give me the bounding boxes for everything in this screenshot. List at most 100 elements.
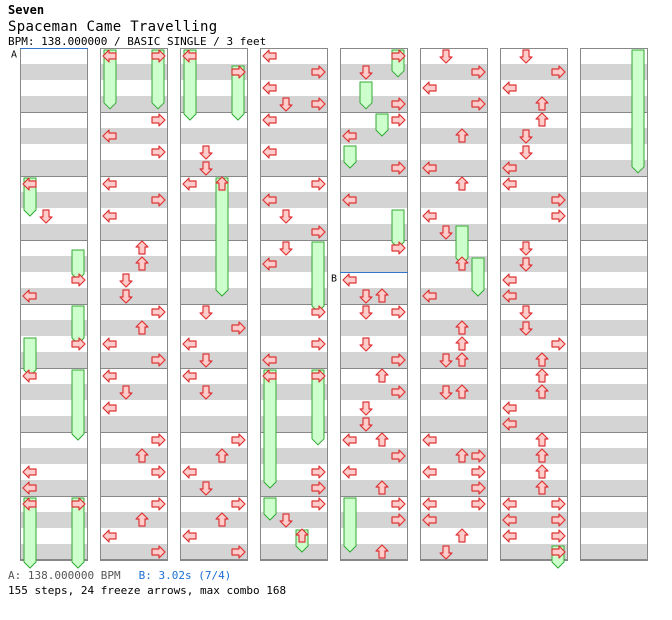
legend-b: B: 3.02s (7/4) bbox=[138, 569, 232, 582]
step-arrow-up bbox=[455, 128, 469, 143]
stripe bbox=[100, 64, 168, 80]
stripe bbox=[20, 448, 88, 464]
stripe bbox=[580, 64, 648, 80]
step-arrow-up bbox=[535, 464, 549, 479]
step-arrow-right bbox=[391, 513, 406, 527]
step-arrow-left bbox=[262, 113, 277, 127]
step-arrow-down bbox=[359, 417, 373, 432]
step-arrow-left bbox=[502, 529, 517, 543]
freeze-arrow bbox=[343, 497, 357, 553]
step-arrow-down bbox=[279, 97, 293, 112]
stripe bbox=[580, 160, 648, 176]
step-arrow-up bbox=[215, 176, 229, 191]
step-arrow-left bbox=[342, 273, 357, 287]
stripe bbox=[580, 448, 648, 464]
step-arrow-up bbox=[455, 352, 469, 367]
step-arrow-down bbox=[199, 481, 213, 496]
step-arrow-up bbox=[375, 544, 389, 559]
stripe bbox=[500, 416, 568, 432]
freeze-arrow bbox=[215, 177, 229, 297]
step-arrow-left bbox=[422, 289, 437, 303]
stripe bbox=[580, 416, 648, 432]
step-arrow-right bbox=[391, 497, 406, 511]
step-arrow-right bbox=[311, 369, 326, 383]
step-arrow-up bbox=[455, 528, 469, 543]
step-arrow-up bbox=[535, 448, 549, 463]
freeze-arrow bbox=[375, 113, 389, 137]
stripe bbox=[580, 512, 648, 528]
step-arrow-right bbox=[231, 497, 246, 511]
column-border bbox=[420, 48, 488, 560]
stripe bbox=[500, 288, 568, 304]
stripe bbox=[100, 128, 168, 144]
step-arrow-right bbox=[151, 353, 166, 367]
freeze-arrow bbox=[311, 241, 325, 313]
step-arrow-up bbox=[455, 320, 469, 335]
step-arrow-right bbox=[151, 433, 166, 447]
step-arrow-right bbox=[151, 193, 166, 207]
stripe bbox=[100, 288, 168, 304]
step-arrow-up bbox=[135, 512, 149, 527]
step-arrow-left bbox=[342, 465, 357, 479]
chart-column bbox=[420, 48, 488, 561]
column-border bbox=[180, 48, 248, 560]
chart-info: BPM: 138.000000 / BASIC SINGLE / 3 feet bbox=[8, 35, 267, 48]
step-arrow-up bbox=[375, 288, 389, 303]
stripe bbox=[500, 160, 568, 176]
stripe bbox=[260, 160, 328, 176]
step-arrow-down bbox=[119, 385, 133, 400]
step-arrow-left bbox=[182, 465, 197, 479]
stripe bbox=[340, 160, 408, 176]
step-arrow-down bbox=[199, 305, 213, 320]
step-arrow-right bbox=[151, 497, 166, 511]
stripe bbox=[100, 544, 168, 560]
step-arrow-left bbox=[22, 369, 37, 383]
stripe bbox=[420, 544, 488, 560]
step-arrow-right bbox=[551, 65, 566, 79]
stripe bbox=[500, 448, 568, 464]
step-arrow-right bbox=[311, 305, 326, 319]
step-arrow-up bbox=[535, 96, 549, 111]
chart-column bbox=[100, 48, 168, 561]
stripe bbox=[420, 384, 488, 400]
step-arrow-left bbox=[422, 513, 437, 527]
stripe bbox=[340, 192, 408, 208]
step-arrow-right bbox=[151, 49, 166, 63]
step-arrow-down bbox=[519, 129, 533, 144]
step-arrow-right bbox=[391, 49, 406, 63]
stripe bbox=[20, 256, 88, 272]
stripe bbox=[420, 128, 488, 144]
step-arrow-right bbox=[551, 193, 566, 207]
step-arrow-down bbox=[199, 385, 213, 400]
chart-column bbox=[180, 48, 248, 561]
step-arrow-down bbox=[199, 161, 213, 176]
step-arrow-left bbox=[422, 465, 437, 479]
step-arrow-right bbox=[551, 529, 566, 543]
step-arrow-up bbox=[135, 448, 149, 463]
stripe bbox=[500, 544, 568, 560]
step-arrow-left bbox=[22, 177, 37, 191]
stripe bbox=[500, 128, 568, 144]
stripe bbox=[180, 96, 248, 112]
step-arrow-down bbox=[119, 289, 133, 304]
stripe bbox=[100, 320, 168, 336]
step-arrow-left bbox=[262, 353, 277, 367]
stripe bbox=[420, 160, 488, 176]
stripe bbox=[180, 288, 248, 304]
step-arrow-left bbox=[182, 337, 197, 351]
freeze-arrow bbox=[263, 369, 277, 489]
step-arrow-left bbox=[102, 337, 117, 351]
stripe bbox=[580, 480, 648, 496]
chart-column bbox=[260, 48, 328, 561]
step-arrow-left bbox=[182, 369, 197, 383]
stripe bbox=[260, 128, 328, 144]
step-arrow-left bbox=[502, 81, 517, 95]
stripe bbox=[180, 512, 248, 528]
step-arrow-left bbox=[502, 513, 517, 527]
step-arrow-down bbox=[519, 49, 533, 64]
step-arrow-left bbox=[262, 257, 277, 271]
step-arrow-left bbox=[502, 401, 517, 415]
stripe bbox=[580, 256, 648, 272]
chart-column bbox=[500, 48, 568, 561]
stripe bbox=[180, 256, 248, 272]
